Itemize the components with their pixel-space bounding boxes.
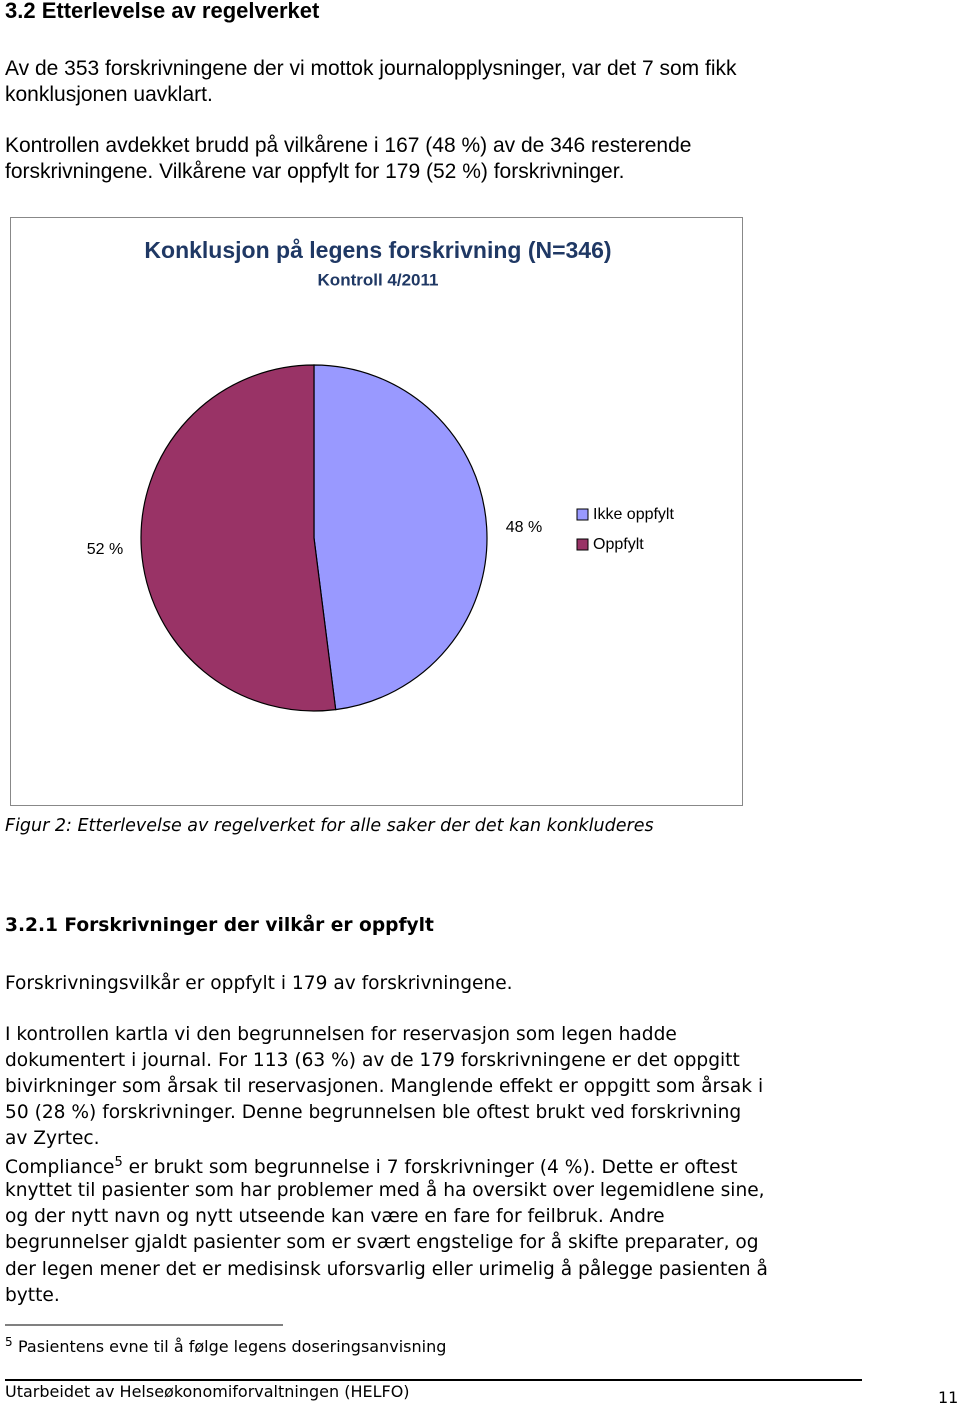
paragraph-line: Kontrollen avdekket brudd på vilkårene i… (5, 134, 692, 157)
legend-swatch (576, 538, 589, 551)
paragraph-line: bytte. (5, 1284, 60, 1306)
paragraph-line: Compliance5 er brukt som begrunnelse i 7… (5, 1156, 738, 1178)
footnote-ref: 5 (114, 1155, 123, 1170)
paragraph-line: av Zyrtec. (5, 1128, 100, 1149)
paragraph-line: der legen mener det er medisinsk uforsva… (5, 1258, 768, 1280)
chart-subtitle: Kontroll 4/2011 (318, 270, 439, 289)
legend-swatch (576, 508, 589, 521)
figure-caption: Figur 2: Etterlevelse av regelverket for… (5, 816, 654, 836)
footer-text: Utarbeidet av Helseøkonomiforvaltningen … (5, 1382, 410, 1401)
paragraph-line: og der nytt navn og nytt utseende kan væ… (5, 1206, 665, 1228)
page-number: 11 (938, 1388, 959, 1405)
text-run: er brukt som begrunnelse i 7 forskrivnin… (122, 1157, 738, 1178)
paragraph-line: 50 (28 %) forskrivninger. Denne begrunne… (5, 1102, 742, 1123)
paragraph-line: Av de 353 forskrivningene der vi mottok … (5, 57, 737, 80)
data-label: 52 % (87, 541, 123, 558)
footnote-number: 5 (5, 1335, 13, 1349)
paragraph-line: konklusjonen uavklart. (5, 83, 213, 106)
chart-title: Konklusjon på legens forskrivning (N=346… (144, 237, 611, 263)
legend-label: Ikke oppfylt (593, 506, 674, 523)
legend-label: Oppfylt (593, 536, 644, 553)
text-run: Compliance (5, 1157, 115, 1178)
pie-slice (140, 364, 337, 712)
footnote-text: Pasientens evne til å følge legens doser… (18, 1337, 447, 1356)
heading: 3.2 Etterlevelse av regelverket (5, 0, 320, 23)
paragraph-line: begrunnelser gjaldt pasienter som er svæ… (5, 1232, 759, 1254)
pie-slice (313, 364, 488, 711)
paragraph-line: bivirkninger som årsak til reservasjonen… (5, 1076, 764, 1097)
paragraph-line: dokumentert i journal. For 113 (63 %) av… (5, 1050, 740, 1071)
paragraph-line: I kontrollen kartla vi den begrunnelsen … (5, 1024, 677, 1045)
data-label: 48 % (506, 519, 542, 536)
paragraph-line: forskrivningene. Vilkårene var oppfylt f… (5, 160, 625, 183)
paragraph-line: knyttet til pasienter som har problemer … (5, 1180, 765, 1201)
subheading: 3.2.1 Forskrivninger der vilkår er oppfy… (5, 915, 434, 936)
paragraph-line: Forskrivningsvilkår er oppfylt i 179 av … (5, 973, 513, 994)
